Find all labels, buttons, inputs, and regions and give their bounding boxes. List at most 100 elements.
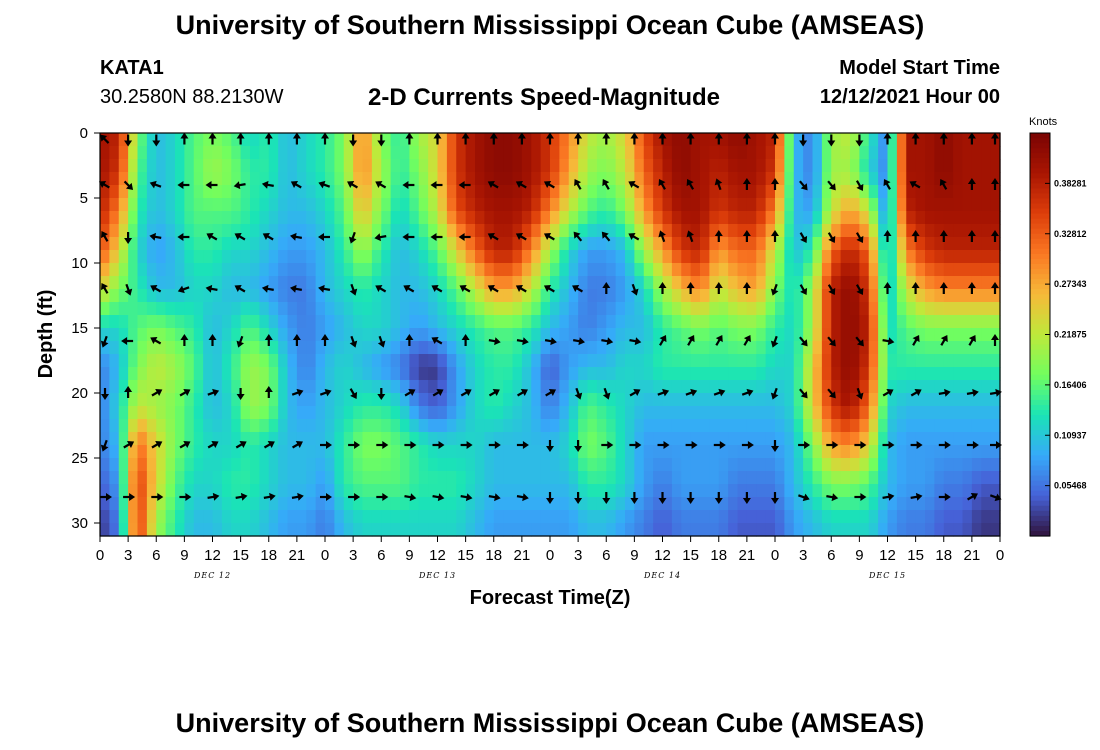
heatmap-cell [681, 471, 692, 485]
heatmap-cell [400, 315, 410, 329]
heatmap-cell [343, 146, 354, 160]
heatmap-cell [334, 315, 345, 329]
heatmap-cell [821, 263, 832, 277]
heatmap-cell [343, 497, 354, 511]
heatmap-cell [625, 263, 635, 277]
heatmap-cell [850, 471, 860, 485]
heatmap-cell [925, 406, 935, 420]
heatmap-cell [409, 289, 420, 303]
heatmap-cell [737, 445, 748, 459]
heatmap-cell [915, 523, 926, 537]
heatmap-cell [503, 224, 514, 238]
heatmap-cell [887, 276, 898, 290]
heatmap-cell [681, 185, 692, 199]
heatmap-cell [625, 510, 635, 524]
heatmap-cell [521, 393, 532, 407]
heatmap-cell [409, 302, 420, 316]
heatmap-cell [137, 419, 148, 433]
heatmap-cell [915, 328, 926, 342]
heatmap-cell [362, 341, 373, 355]
heatmap-cell [118, 263, 129, 277]
heatmap-cell [437, 458, 448, 472]
current-arrow [882, 337, 895, 346]
current-arrow [912, 334, 920, 346]
heatmap-cell [203, 172, 214, 186]
heatmap-cell [793, 419, 804, 433]
axes: 0 3 6 9 12 15 18 21 0 3 6 9 12 15 18 21 0 3 6 9 12 15 18 21 0 3 6 9… [71, 125, 1004, 580]
heatmap-cell [925, 315, 935, 329]
heatmap-cell [587, 523, 598, 537]
current-arrow [207, 441, 219, 449]
heatmap-cell [756, 133, 767, 147]
heatmap-cell [184, 159, 195, 173]
heatmap-cell [718, 302, 729, 316]
heatmap-cell [334, 250, 345, 264]
heatmap-cell [212, 380, 223, 394]
heatmap-cell [428, 328, 439, 342]
heatmap-cell [250, 276, 260, 290]
heatmap-cell [765, 523, 776, 537]
heatmap-cell [446, 159, 457, 173]
heatmap-cell [156, 302, 167, 316]
heatmap-cell [718, 224, 729, 238]
heatmap-cell [596, 367, 607, 381]
heatmap-cell [118, 302, 129, 316]
heatmap-cell [596, 419, 607, 433]
heatmap-cell [728, 172, 739, 186]
heatmap-cell [596, 523, 607, 537]
heatmap-cell [746, 328, 757, 342]
heatmap-cell [840, 250, 851, 264]
heatmap-cell [568, 393, 579, 407]
heatmap-cell [718, 523, 729, 537]
heatmap-cell [887, 289, 898, 303]
heatmap-cell [990, 497, 1001, 511]
heatmap-cell [850, 250, 860, 264]
heatmap-cell [184, 393, 195, 407]
heatmap-cell [334, 263, 345, 277]
heatmap-cell [418, 393, 429, 407]
heatmap-cell [700, 432, 710, 446]
current-arrow [543, 285, 555, 293]
current-arrow [291, 388, 304, 397]
current-arrow [208, 334, 217, 346]
heatmap-cell [240, 419, 251, 433]
heatmap-cell [625, 224, 635, 238]
heatmap-cell [803, 471, 814, 485]
current-arrow [405, 132, 414, 145]
current-arrow [630, 492, 639, 504]
heatmap-cell [634, 289, 645, 303]
heatmap-cell [915, 302, 926, 316]
heatmap-cell [343, 419, 354, 433]
heatmap-cell [428, 250, 439, 264]
heatmap-cell [625, 172, 635, 186]
heatmap-cell [203, 289, 214, 303]
heatmap-cell [371, 211, 382, 225]
heatmap-cell [925, 289, 935, 303]
heatmap-cell [578, 406, 589, 420]
heatmap-cell [643, 302, 654, 316]
heatmap-cell [690, 159, 701, 173]
heatmap-cell [812, 523, 823, 537]
heatmap-cell [315, 393, 326, 407]
heatmap-cell [831, 497, 842, 511]
heatmap-cell [671, 419, 682, 433]
heatmap-cell [418, 419, 429, 433]
heatmap-cell [681, 458, 692, 472]
heatmap-cell [990, 393, 1001, 407]
heatmap-cell [990, 510, 1001, 524]
heatmap-cell [390, 354, 401, 368]
heatmap-cell [962, 198, 973, 212]
heatmap-cell [193, 419, 204, 433]
current-arrow [431, 285, 443, 293]
heatmap-cell [418, 471, 429, 485]
heatmap-cell [456, 172, 467, 186]
heatmap-cell [184, 276, 195, 290]
heatmap-cell [653, 276, 664, 290]
heatmap-cell [625, 315, 635, 329]
heatmap-cell [859, 159, 870, 173]
heatmap-cell [278, 315, 289, 329]
heatmap-cell [765, 263, 776, 277]
heatmap-cell [334, 393, 345, 407]
heatmap-cell [203, 497, 214, 511]
heatmap-cell [400, 484, 410, 498]
